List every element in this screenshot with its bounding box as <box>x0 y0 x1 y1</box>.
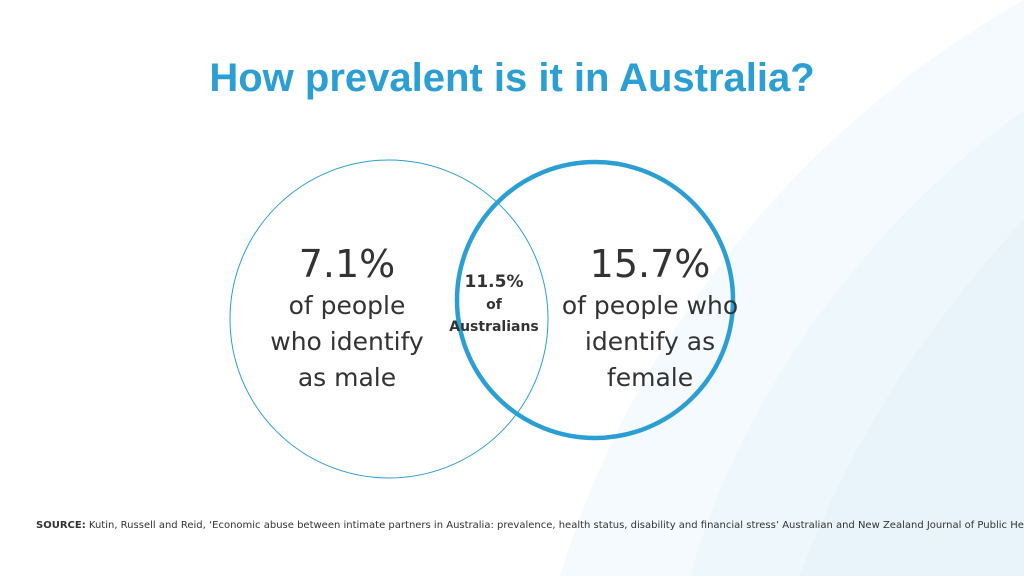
female-stat: 15.7% of people who identify as female <box>555 240 745 396</box>
male-percent: 7.1% <box>298 242 396 286</box>
overlap-stat: 11.5% of Australians <box>440 270 548 338</box>
male-desc-line1: of people <box>288 291 406 320</box>
source-label: SOURCE: <box>36 520 86 531</box>
background-swoosh-band <box>800 220 1024 576</box>
overlap-desc-line2: Australians <box>449 319 539 335</box>
female-desc-line2: identify as <box>584 327 716 356</box>
male-stat: 7.1% of people who identify as male <box>257 240 437 396</box>
male-circle <box>229 159 549 479</box>
source-citation: SOURCE: Kutin, Russell and Reid, ‘Econom… <box>36 520 1024 531</box>
female-percent: 15.7% <box>589 242 711 286</box>
female-desc-line1: of people who <box>561 291 739 320</box>
overlap-desc-line1: of <box>486 297 502 313</box>
page-title: How prevalent is it in Australia? <box>209 56 815 100</box>
female-circle <box>454 159 736 441</box>
overlap-percent: 11.5% <box>464 272 524 292</box>
female-desc-line3: female <box>606 363 694 392</box>
male-desc-line3: as male <box>297 363 397 392</box>
male-desc-line2: who identify <box>270 327 424 356</box>
source-text: Kutin, Russell and Reid, ‘Economic abuse… <box>88 520 1024 531</box>
